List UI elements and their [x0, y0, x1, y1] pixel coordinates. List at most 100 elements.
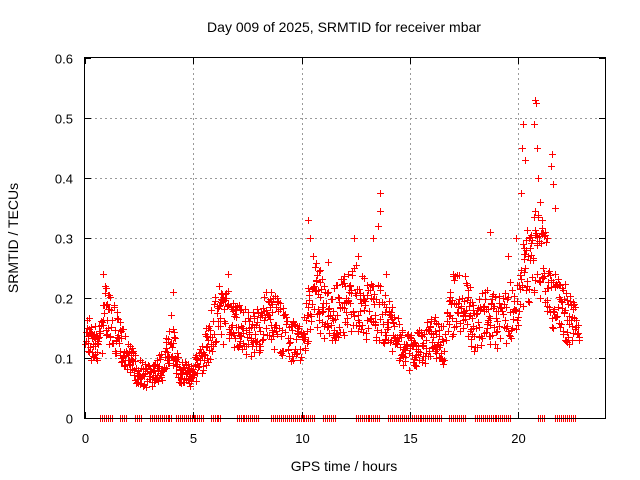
data-point — [266, 332, 273, 339]
data-point — [515, 314, 522, 321]
data-point — [569, 337, 576, 344]
data-point — [240, 330, 247, 337]
data-point — [505, 253, 512, 260]
data-point — [370, 283, 377, 290]
data-point — [394, 338, 401, 345]
data-point — [120, 326, 127, 333]
data-point — [293, 351, 300, 358]
data-point — [483, 329, 490, 336]
data-point — [332, 337, 339, 344]
data-point — [391, 314, 398, 321]
data-point — [301, 331, 308, 338]
data-point — [550, 181, 557, 188]
data-point — [146, 373, 153, 380]
data-point — [259, 337, 266, 344]
data-point — [496, 300, 503, 307]
data-point — [121, 363, 128, 370]
data-point — [479, 335, 486, 342]
data-point — [373, 334, 380, 341]
data-point — [341, 280, 348, 287]
chart-title: Day 009 of 2025, SRMTID for receiver mba… — [207, 19, 481, 35]
data-point — [364, 282, 371, 289]
x-tick-label: 0 — [82, 431, 89, 446]
data-point — [576, 337, 583, 344]
data-point — [431, 343, 438, 350]
data-point — [325, 289, 332, 296]
data-point — [403, 341, 410, 348]
data-point — [254, 319, 261, 326]
data-point — [336, 324, 343, 331]
data-point — [408, 335, 415, 342]
data-point — [305, 217, 312, 224]
data-point — [541, 273, 548, 280]
data-point — [278, 333, 285, 340]
data-point — [537, 279, 544, 286]
data-point — [544, 297, 551, 304]
data-point — [325, 259, 332, 266]
data-point — [504, 323, 511, 330]
data-point — [320, 308, 327, 315]
data-point — [97, 330, 104, 337]
data-point — [489, 332, 496, 339]
data-point — [543, 239, 550, 246]
data-point — [287, 335, 294, 342]
data-point — [206, 347, 213, 354]
data-point — [537, 199, 544, 206]
data-point — [341, 273, 348, 280]
data-point — [154, 357, 161, 364]
data-point — [441, 357, 448, 364]
data-point — [526, 286, 533, 293]
data-point — [315, 287, 322, 294]
data-point — [190, 366, 197, 373]
data-point — [296, 323, 303, 330]
data-point — [507, 279, 514, 286]
data-point — [372, 319, 379, 326]
data-point — [114, 315, 121, 322]
data-point — [388, 309, 395, 316]
data-point — [359, 322, 366, 329]
data-point — [555, 276, 562, 283]
data-point — [258, 309, 265, 316]
data-point — [478, 342, 485, 349]
x-tick-label: 10 — [295, 431, 309, 446]
data-point — [109, 317, 116, 324]
data-point — [563, 290, 570, 297]
data-point — [274, 331, 281, 338]
data-point — [336, 299, 343, 306]
data-point — [454, 309, 461, 316]
data-point — [545, 285, 552, 292]
data-point — [474, 310, 481, 317]
data-point — [423, 345, 430, 352]
data-point — [503, 340, 510, 347]
data-point — [88, 357, 95, 364]
data-point — [473, 311, 480, 318]
data-point — [526, 299, 533, 306]
data-point — [400, 362, 407, 369]
data-point — [290, 357, 297, 364]
data-point — [469, 299, 476, 306]
data-point — [377, 287, 384, 294]
data-point — [319, 304, 326, 311]
data-point — [113, 350, 120, 357]
data-point — [362, 302, 369, 309]
data-point — [560, 287, 567, 294]
data-point — [371, 291, 378, 298]
data-point — [210, 343, 217, 350]
data-point — [335, 294, 342, 301]
data-point — [334, 330, 341, 337]
data-point — [165, 336, 172, 343]
data-point — [537, 295, 544, 302]
data-point — [350, 309, 357, 316]
data-point — [526, 235, 533, 242]
data-point — [514, 298, 521, 305]
data-point — [377, 190, 384, 197]
data-point — [158, 372, 165, 379]
data-point — [344, 315, 351, 322]
data-point — [254, 306, 261, 313]
data-point — [225, 288, 232, 295]
data-point — [163, 365, 170, 372]
data-point — [114, 309, 121, 316]
data-point — [340, 329, 347, 336]
data-point — [325, 323, 332, 330]
data-point — [263, 325, 270, 332]
